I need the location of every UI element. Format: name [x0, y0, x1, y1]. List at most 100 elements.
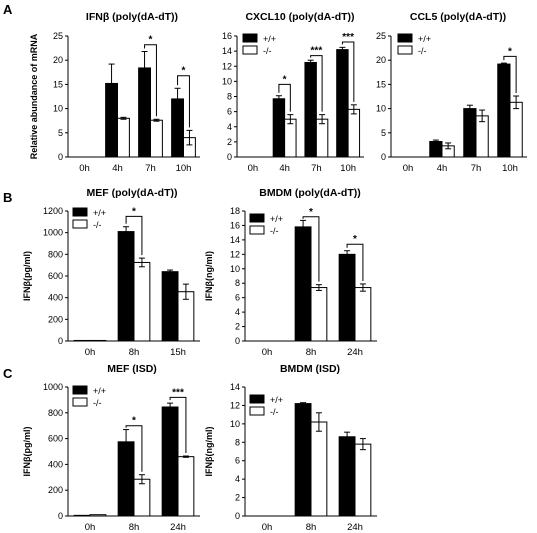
bar-ko	[117, 117, 130, 158]
y-tick-label: 14	[230, 235, 240, 245]
x-tick-label: 24h	[347, 522, 363, 533]
y-tick-label: 0	[58, 511, 63, 521]
x-tick-label: 4h	[279, 163, 290, 174]
x-tick-label: 4h	[112, 163, 123, 174]
chart-title: BMDM (poly(dA-dT))	[259, 187, 360, 199]
y-tick-label: 200	[48, 314, 63, 324]
significance-bracket	[310, 55, 323, 112]
bar-wt	[429, 141, 443, 158]
y-tick-label: 0	[235, 511, 240, 521]
y-tick-label: 600	[48, 271, 63, 281]
chart-title: MEF (poly(dA-dT))	[87, 187, 178, 199]
y-tick-label: 0	[235, 336, 240, 346]
y-tick-label: 4	[235, 474, 240, 484]
y-tick-label: 12	[230, 249, 240, 259]
y-tick-label: 10	[53, 104, 63, 114]
significance-bracket	[177, 75, 190, 128]
legend-swatch-ko	[249, 225, 265, 235]
chart-c2: BMDM (ISD) IFNβ(ng/ml) 0 2 4 6 8 10 12 14 0h 8h 24h +…	[204, 363, 377, 533]
y-tick-label: 0	[58, 152, 63, 162]
x-tick-label: 0h	[262, 522, 273, 533]
bar-wt	[338, 253, 356, 342]
y-tick-label: 400	[48, 459, 63, 469]
chart-a1: IFNβ (poly(dA-dT)) Relative abundance of …	[29, 11, 200, 174]
legend-label-wt: +/+	[270, 214, 283, 224]
y-tick-label: 400	[48, 293, 63, 303]
bar-ko	[133, 261, 151, 342]
significance-label: ***	[342, 32, 354, 43]
chart-b1: MEF (poly(dA-dT)) IFNβ(pg/ml) 0 200 400 600 80…	[22, 187, 200, 358]
x-tick-label: 24h	[347, 347, 363, 358]
y-tick-label: 20	[53, 55, 63, 65]
chart-title: BMDM (ISD)	[280, 363, 340, 375]
significance-label: *	[132, 206, 136, 217]
x-tick-label: 8h	[306, 347, 317, 358]
legend-label-wt: +/+	[263, 34, 276, 44]
legend-label-wt: +/+	[93, 208, 106, 218]
legend-swatch-ko	[249, 406, 265, 416]
y-tick-label: 10	[376, 104, 386, 114]
legend: +/+ -/-	[249, 213, 283, 236]
y-tick-label: 6	[235, 293, 240, 303]
y-tick-label: 1000	[43, 228, 63, 238]
legend-label-wt: +/+	[270, 395, 283, 405]
bar-ko	[509, 101, 523, 158]
x-tick-label: 0h	[85, 522, 96, 533]
legend: +/+ -/-	[72, 207, 106, 230]
x-tick-label: 8h	[306, 522, 317, 533]
y-tick-label: 4	[235, 307, 240, 317]
y-tick-label: 10	[230, 419, 240, 429]
y-tick-label: 5	[58, 128, 63, 138]
significance-label: *	[132, 416, 136, 427]
bar-wt	[161, 406, 179, 517]
significance-label: *	[353, 234, 357, 245]
significance-label: *	[182, 66, 186, 77]
bar-wt	[161, 271, 179, 342]
legend-label-ko: -/-	[93, 398, 102, 408]
legend-swatch-ko	[397, 45, 413, 55]
y-tick-label: 2	[235, 493, 240, 503]
y-axis-label: IFNβ(pg/ml)	[22, 427, 32, 477]
bar-ko	[89, 339, 107, 342]
legend-swatch-wt	[72, 207, 88, 217]
x-tick-label: 15h	[170, 347, 186, 358]
y-tick-label: 800	[48, 408, 63, 418]
legend-swatch-ko	[242, 45, 258, 55]
bar-ko	[150, 119, 163, 158]
legend-swatch-wt	[72, 385, 88, 395]
y-tick-label: 16	[222, 31, 232, 41]
y-tick-label: 14	[230, 382, 240, 392]
y-tick-label: 25	[53, 31, 63, 41]
significance-bracket	[341, 41, 355, 102]
bar-ko	[354, 443, 372, 517]
bar-wt	[117, 231, 135, 342]
bar-ko	[89, 514, 107, 517]
chart-title: IFNβ (poly(dA-dT))	[86, 11, 178, 23]
x-tick-label: 0h	[262, 347, 273, 358]
charts-layer: IFNβ (poly(dA-dT)) Relative abundance of …	[22, 11, 527, 533]
legend-label-ko: -/-	[270, 226, 279, 236]
significance-bracket	[125, 215, 143, 256]
significance-bracket	[278, 83, 291, 112]
bar-wt	[338, 436, 356, 517]
y-tick-label: 8	[235, 437, 240, 447]
legend-label-ko: -/-	[263, 46, 272, 56]
x-tick-label: 0h	[248, 163, 259, 174]
chart-title: CCL5 (poly(dA-dT))	[410, 11, 506, 23]
y-tick-label: 4	[227, 122, 232, 132]
chart-title: CXCL10 (poly(dA-dT))	[245, 11, 354, 23]
legend-label-wt: +/+	[93, 386, 106, 396]
y-tick-label: 800	[48, 249, 63, 259]
significance-label: ***	[311, 46, 323, 57]
bar-ko	[354, 287, 372, 342]
y-tick-label: 5	[381, 128, 386, 138]
panel-label-a: A	[3, 2, 13, 17]
significance-bracket	[346, 243, 364, 281]
y-tick-label: 2	[227, 137, 232, 147]
y-tick-label: 15	[376, 79, 386, 89]
significance-bracket	[169, 396, 187, 454]
y-tick-label: 2	[235, 322, 240, 332]
legend: +/+ -/-	[397, 33, 431, 56]
y-axis-label: Relative abundance of mRNA	[29, 33, 39, 159]
